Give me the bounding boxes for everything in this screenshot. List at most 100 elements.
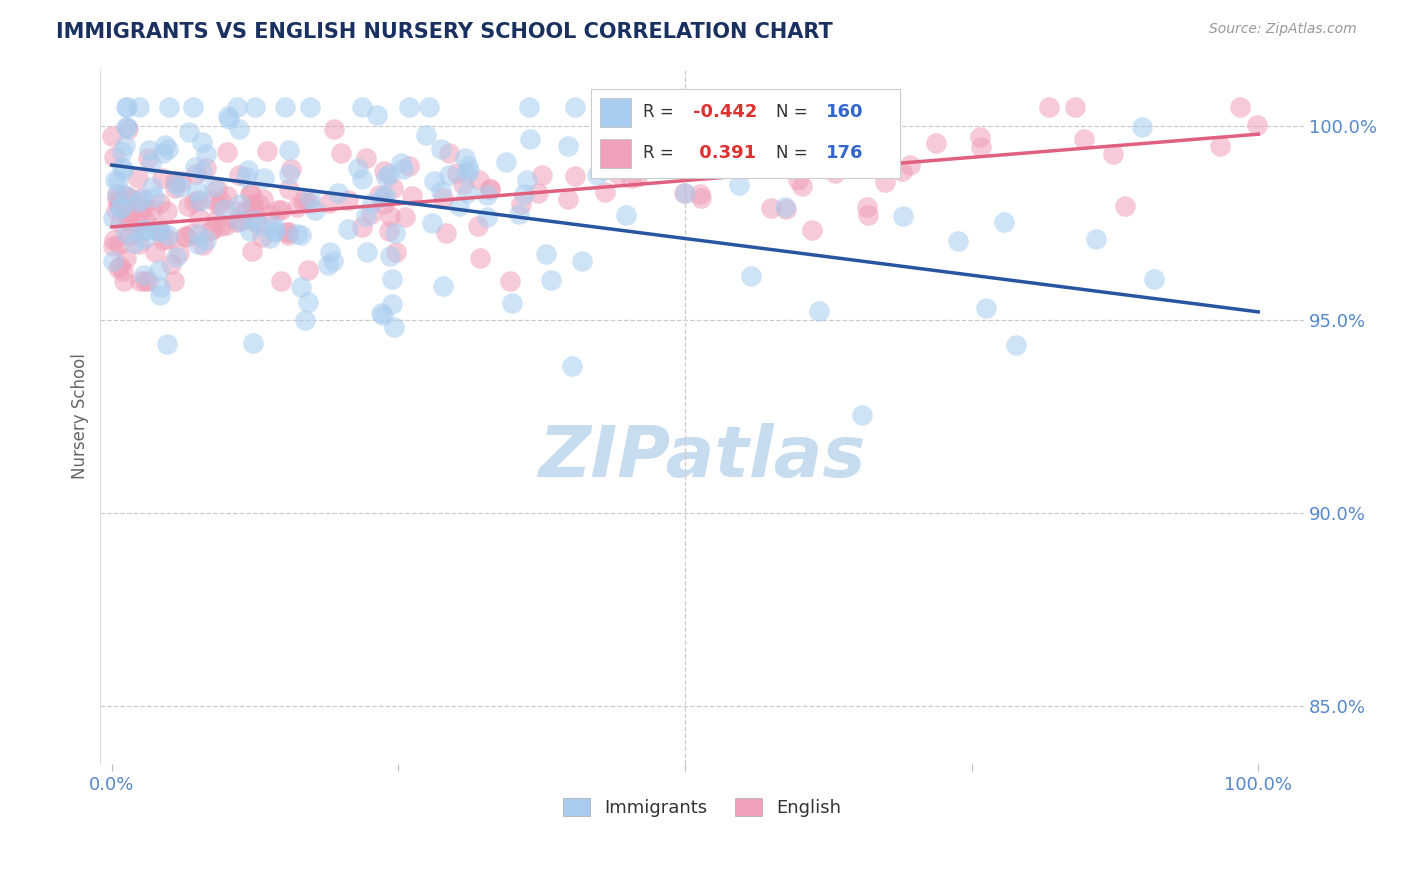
Point <box>328 186 350 200</box>
Point <box>215 218 238 232</box>
Point <box>128 217 150 231</box>
Point <box>330 146 353 161</box>
Point <box>382 319 405 334</box>
Point <box>107 261 129 276</box>
Point <box>690 191 713 205</box>
Point <box>470 251 492 265</box>
Point <box>665 137 688 152</box>
Point <box>134 268 156 282</box>
Point <box>128 195 150 210</box>
Point <box>593 185 616 199</box>
Point <box>384 245 406 260</box>
Point <box>367 187 389 202</box>
Point <box>245 217 267 231</box>
Point <box>446 166 468 180</box>
Point <box>824 166 846 180</box>
Point <box>104 203 127 218</box>
Point <box>394 210 416 224</box>
Point <box>316 258 339 272</box>
Text: -0.442: -0.442 <box>693 103 756 121</box>
Point <box>136 152 159 166</box>
Point <box>115 227 138 241</box>
Point <box>1005 338 1028 352</box>
Point <box>924 136 946 150</box>
Point <box>128 274 150 288</box>
Point <box>297 294 319 309</box>
Point <box>970 140 993 154</box>
Point <box>278 144 301 158</box>
Point <box>531 168 554 182</box>
Point <box>1208 139 1230 153</box>
Point <box>108 194 131 208</box>
Point <box>263 219 285 233</box>
Point <box>236 162 259 177</box>
Point <box>948 234 970 248</box>
Point <box>105 192 128 206</box>
Point <box>891 163 914 178</box>
Point <box>557 192 579 206</box>
Point <box>891 209 914 223</box>
Point <box>242 336 264 351</box>
Point <box>195 161 218 175</box>
Point <box>477 210 499 224</box>
Point <box>107 238 129 252</box>
Point <box>280 162 302 177</box>
Point <box>111 160 134 174</box>
Point <box>823 110 845 124</box>
Point <box>101 129 124 144</box>
Point <box>156 232 179 246</box>
Point <box>290 227 312 242</box>
Point <box>117 122 139 136</box>
Legend: Immigrants, English: Immigrants, English <box>555 790 849 824</box>
Point <box>478 182 501 196</box>
Point <box>294 313 316 327</box>
Point <box>437 168 460 182</box>
Point <box>298 100 321 114</box>
Point <box>742 132 765 146</box>
Text: IMMIGRANTS VS ENGLISH NURSERY SCHOOL CORRELATION CHART: IMMIGRANTS VS ENGLISH NURSERY SCHOOL COR… <box>56 22 832 42</box>
Point <box>115 120 138 135</box>
Point <box>228 168 250 182</box>
Point <box>148 263 170 277</box>
Point <box>115 251 138 265</box>
Point <box>624 153 647 167</box>
Point <box>673 186 696 200</box>
Point <box>174 230 197 244</box>
Point <box>858 208 880 222</box>
Point <box>111 197 134 211</box>
Point <box>152 233 174 247</box>
Point <box>148 224 170 238</box>
Point <box>437 146 460 161</box>
Point <box>290 279 312 293</box>
Point <box>298 195 321 210</box>
Point <box>103 254 125 268</box>
Point <box>122 236 145 251</box>
Point <box>318 196 340 211</box>
Point <box>381 297 404 311</box>
Point <box>149 280 172 294</box>
Point <box>186 185 208 199</box>
Point <box>398 100 420 114</box>
Point <box>115 120 138 134</box>
Point <box>527 186 550 200</box>
Point <box>132 200 155 214</box>
Point <box>170 174 193 188</box>
Point <box>187 237 209 252</box>
Point <box>134 212 156 227</box>
Point <box>165 251 187 265</box>
Point <box>155 137 177 152</box>
Point <box>323 121 346 136</box>
Point <box>278 181 301 195</box>
Point <box>775 202 797 217</box>
Point <box>1132 120 1154 134</box>
Point <box>101 211 124 226</box>
Point <box>240 186 263 201</box>
Point <box>969 130 991 145</box>
Point <box>209 219 232 234</box>
Point <box>104 172 127 186</box>
Point <box>1101 147 1123 161</box>
Point <box>564 100 586 114</box>
Point <box>564 169 586 183</box>
Point <box>108 197 131 211</box>
Point <box>187 193 209 207</box>
